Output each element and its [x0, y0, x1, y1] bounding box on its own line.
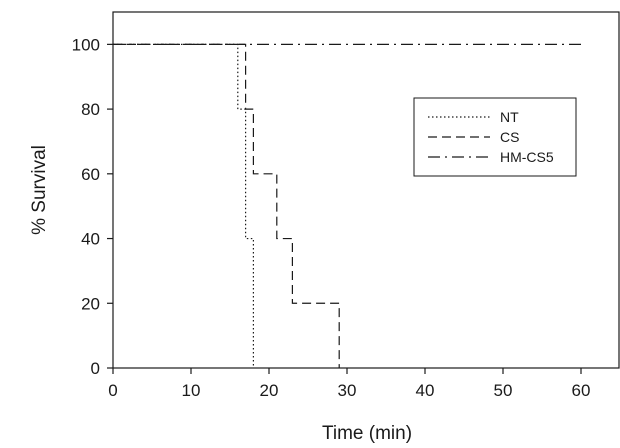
plot-area-frame — [112, 11, 620, 369]
legend-box — [413, 97, 577, 177]
y-tick-label: 100 — [72, 35, 100, 54]
x-tick-label: 60 — [572, 381, 591, 400]
x-tick-label: 30 — [338, 381, 357, 400]
x-tick-label: 40 — [416, 381, 435, 400]
x-axis-title: Time (min) — [322, 423, 412, 444]
x-tick-label: 10 — [182, 381, 201, 400]
axis-ticks: 0 10 20 30 40 50 60 0 20 40 60 80 100 — [72, 35, 591, 400]
x-tick-label: 20 — [260, 381, 279, 400]
series-layer — [113, 43, 581, 368]
legend-label: CS — [500, 129, 519, 145]
x-tick-label: 50 — [494, 381, 513, 400]
legend-label: NT — [500, 109, 519, 125]
y-tick-label: 60 — [81, 165, 100, 184]
series-line-nt — [113, 43, 254, 368]
y-tick-label: 0 — [91, 359, 100, 378]
y-tick-label: 80 — [81, 100, 100, 119]
y-axis-title: % Survival — [29, 145, 50, 235]
legend-label: HM-CS5 — [500, 149, 554, 165]
x-tick-label: 0 — [108, 381, 117, 400]
legend: NT CS HM-CS5 — [413, 97, 577, 177]
y-tick-label: 20 — [81, 294, 100, 313]
series-line-cs — [113, 43, 340, 368]
y-tick-label: 40 — [81, 230, 100, 249]
